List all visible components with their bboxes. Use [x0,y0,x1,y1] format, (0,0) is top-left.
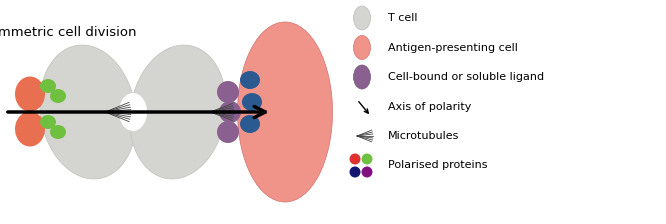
Text: Microtubules: Microtubules [388,131,460,141]
Ellipse shape [350,166,360,177]
Ellipse shape [50,125,66,139]
Text: Polarised proteins: Polarised proteins [388,161,488,170]
Ellipse shape [217,121,239,143]
Ellipse shape [40,45,137,179]
Ellipse shape [242,93,262,111]
Ellipse shape [217,81,239,103]
Ellipse shape [50,89,66,103]
Ellipse shape [240,71,260,89]
Ellipse shape [15,77,45,112]
Text: T cell: T cell [388,13,418,23]
Ellipse shape [354,6,370,30]
Ellipse shape [354,35,370,60]
Ellipse shape [362,166,372,177]
Ellipse shape [238,22,332,202]
Ellipse shape [240,115,260,133]
Ellipse shape [219,101,241,123]
Ellipse shape [15,112,45,146]
Ellipse shape [130,45,226,179]
Text: Cell-bound or soluble ligand: Cell-bound or soluble ligand [388,72,544,82]
Ellipse shape [40,115,56,129]
Ellipse shape [362,153,372,164]
Text: Asymmetric cell division: Asymmetric cell division [0,26,137,39]
Ellipse shape [354,65,370,89]
Ellipse shape [350,153,360,164]
Text: Antigen-presenting cell: Antigen-presenting cell [388,43,518,52]
Ellipse shape [119,93,147,131]
Text: Axis of polarity: Axis of polarity [388,101,472,112]
Ellipse shape [40,79,56,93]
